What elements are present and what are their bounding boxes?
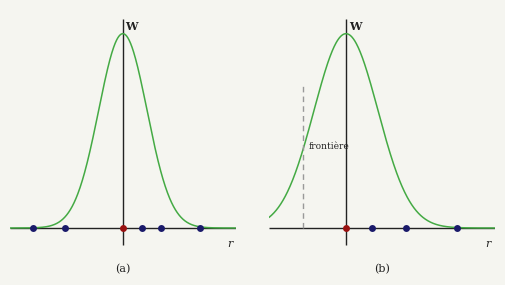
Text: r: r	[485, 239, 490, 249]
Text: r: r	[227, 239, 232, 249]
Text: frontière: frontière	[309, 142, 349, 151]
Text: (b): (b)	[374, 264, 390, 275]
Text: (a): (a)	[115, 264, 130, 275]
Text: W: W	[349, 21, 362, 32]
Text: W: W	[125, 21, 138, 32]
